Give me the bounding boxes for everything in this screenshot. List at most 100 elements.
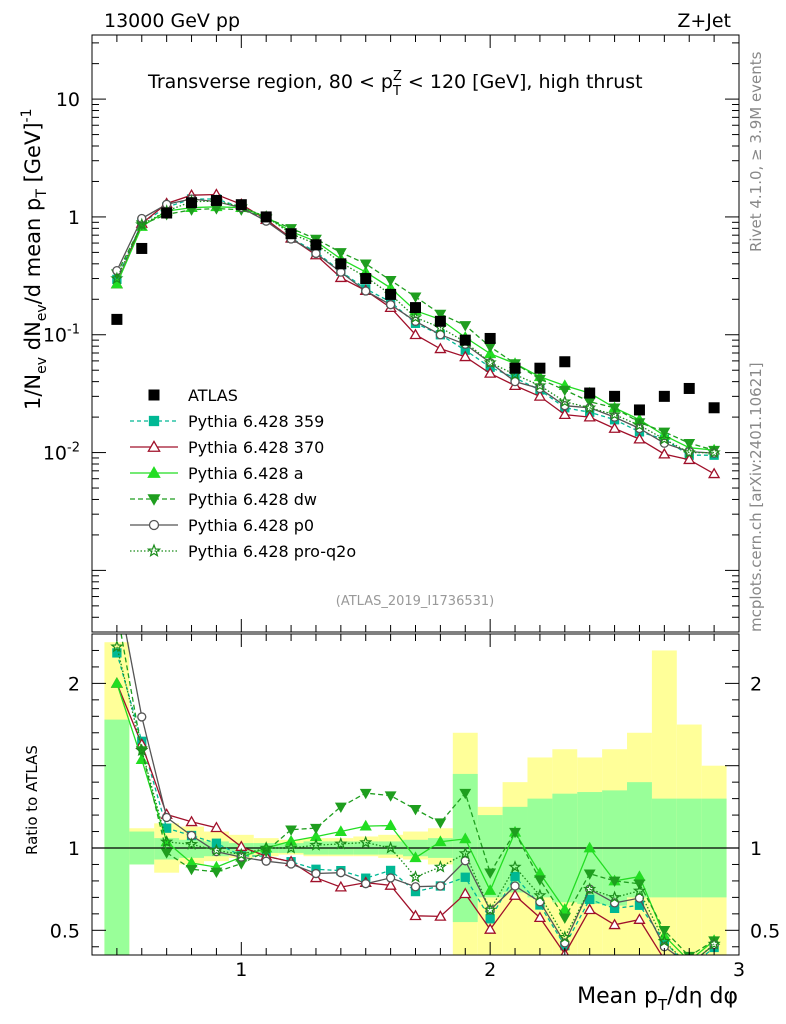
ratio-point-pythia-6-428-pro-q2o: [508, 860, 522, 873]
series-point-pythia-6-428-p0: [435, 330, 446, 340]
ratio-point-pythia-6-428-dw: [310, 823, 322, 835]
ratio-point-pythia-6-428-p0: [311, 868, 321, 879]
ratio-point-pythia-6-428-pro-q2o: [334, 836, 348, 850]
ratio-point-pythia-6-428-pro-q2o: [657, 934, 671, 947]
data-point-atlas: [633, 404, 645, 416]
ratio-point-pythia-6-428-a: [284, 834, 298, 846]
data-point-atlas: [335, 258, 347, 270]
ratio-tick-label-right: 2: [750, 673, 762, 695]
data-point-atlas: [360, 273, 372, 285]
series-point-pythia-6-428-pro-q2o: [110, 271, 124, 285]
series-point-pythia-6-428-370: [658, 447, 671, 459]
ratio-point-pythia-6-428-370: [533, 911, 547, 923]
ratio-point-pythia-6-428-pro-q2o: [284, 841, 298, 854]
ratio-tick-label: 1: [68, 838, 80, 860]
data-point-atlas: [459, 334, 471, 346]
ratio-point-pythia-6-428-370: [508, 889, 522, 900]
x-tick-label: 2: [484, 959, 496, 981]
ratio-point-pythia-6-428-370: [583, 903, 596, 915]
ratio-point-pythia-6-428-a: [484, 884, 497, 895]
rivet-label: Rivet 4.1.0, ≥ 3.9M events: [747, 51, 765, 252]
x-axis-label: Mean pT/dη dφ: [577, 984, 738, 1014]
ratio-point-pythia-6-428-dw: [534, 875, 546, 886]
series-point-pythia-6-428-a: [110, 277, 124, 289]
data-point-atlas: [285, 228, 297, 240]
data-point-atlas: [609, 390, 621, 402]
series-point-pythia-6-428-pro-q2o: [632, 418, 646, 431]
process-label: Z+Jet: [677, 10, 731, 32]
ratio-point-pythia-6-428-pro-q2o: [110, 639, 124, 653]
ratio-band-inner: [104, 719, 130, 955]
series-point-pythia-6-428-370: [459, 350, 472, 362]
ratio-point-pythia-6-428-pro-q2o: [558, 930, 572, 943]
legend-label-pythia-6-428-p0: Pythia 6.428 p0: [188, 516, 314, 535]
ratio-point-pythia-6-428-a: [688, 954, 690, 955]
ratio-tick-label: 0.5: [50, 920, 80, 942]
series-point-pythia-6-428-pro-q2o: [135, 217, 149, 231]
series-point-pythia-6-428-370: [608, 422, 621, 433]
ratio-point-pythia-6-428-370: [484, 923, 497, 934]
series-point-pythia-6-428-370: [683, 453, 696, 465]
legend-label-pythia-6-428-pro-q2o: Pythia 6.428 pro-q2o: [188, 542, 356, 561]
series-point-pythia-6-428-pro-q2o: [533, 378, 547, 392]
data-point-atlas: [658, 390, 670, 402]
y-tick-label: 1: [68, 207, 80, 229]
series-point-pythia-6-428-dw: [384, 276, 397, 287]
ratio-point-pythia-6-428-p0: [162, 812, 172, 823]
series-point-pythia-6-428-pro-q2o: [607, 407, 622, 421]
series-point-pythia-6-428-pro-q2o: [707, 445, 721, 459]
ratio-point-pythia-6-428-dw: [160, 848, 173, 859]
analysis-id: (ATLAS_2019_I1736531): [336, 594, 494, 609]
series-point-pythia-6-428-370: [334, 271, 347, 283]
ratio-point-pythia-6-428-pro-q2o: [384, 841, 398, 854]
ratio-point-pythia-6-428-dw: [384, 791, 397, 802]
ratio-band-inner: [179, 839, 204, 858]
ratio-point-pythia-6-428-pro-q2o: [458, 846, 472, 860]
ratio-point-pythia-6-428-dw: [558, 913, 571, 924]
legend-marker-pythia-6-428-dw: [147, 494, 161, 506]
ratio-tick-label-right: 0.5: [750, 920, 780, 942]
data-point-atlas: [534, 362, 546, 374]
ratio-point-pythia-6-428-pro-q2o: [184, 837, 199, 850]
data-point-atlas: [161, 207, 173, 219]
ratio-point-pythia-6-428-dw: [658, 926, 671, 937]
ratio-point-pythia-6-428-dw: [484, 868, 497, 879]
ratio-point-pythia-6-428-p0: [286, 859, 296, 869]
ratio-point-pythia-6-428-p0: [510, 881, 520, 891]
ratio-point-pythia-6-428-370: [459, 887, 472, 899]
ratio-point-pythia-6-428-p0: [261, 856, 271, 866]
series-point-pythia-6-428-370: [707, 467, 721, 479]
plot-title: Transverse region, 80 < pTZ < 120 [GeV],…: [147, 69, 643, 99]
y-tick-label: 10: [56, 89, 80, 111]
series-point-pythia-6-428-370: [434, 342, 447, 354]
ratio-point-pythia-6-428-dw: [210, 867, 223, 878]
data-point-atlas: [509, 362, 521, 374]
ratio-point-pythia-6-428-pro-q2o: [309, 838, 323, 851]
y-tick-label: 10-1: [43, 323, 80, 347]
series-point-pythia-6-428-dw: [359, 259, 372, 270]
series-point-pythia-6-428-dw: [459, 321, 472, 332]
ratio-point-pythia-6-428-pro-q2o: [483, 903, 497, 916]
ratio-point-pythia-6-428-pro-q2o: [234, 847, 248, 861]
series-point-pythia-6-428-dw: [409, 292, 422, 303]
ratio-point-pythia-6-428-pro-q2o: [583, 882, 597, 895]
ratio-point-pythia-6-428-359: [485, 914, 495, 924]
ratio-line-pythia-6-428-pro-q2o: [116, 646, 715, 955]
legend-label-pythia-6-428-dw: Pythia 6.428 dw: [188, 490, 317, 509]
ratio-point-pythia-6-428-dw: [409, 805, 422, 816]
ratio-point-pythia-6-428-pro-q2o: [632, 883, 647, 897]
data-point-atlas: [434, 315, 446, 327]
legend-marker-pythia-6-428-p0: [148, 519, 160, 531]
ratio-point-pythia-6-428-pro-q2o: [707, 937, 721, 950]
series-point-pythia-6-428-p0: [385, 300, 396, 310]
legend-label-pythia-6-428-359: Pythia 6.428 359: [188, 412, 324, 431]
ratio-point-pythia-6-428-p0: [435, 881, 446, 891]
energy-label: 13000 GeV pp: [104, 10, 240, 32]
x-tick-label: 3: [733, 959, 745, 981]
series-point-pythia-6-428-370: [633, 432, 646, 444]
legend-marker-pythia-6-428-a: [147, 466, 161, 478]
data-point-atlas: [136, 242, 148, 254]
mcplots-label: mcplots.cern.ch [arXiv:2401.10621]: [747, 362, 765, 632]
ratio-point-pythia-6-428-pro-q2o: [607, 890, 622, 903]
